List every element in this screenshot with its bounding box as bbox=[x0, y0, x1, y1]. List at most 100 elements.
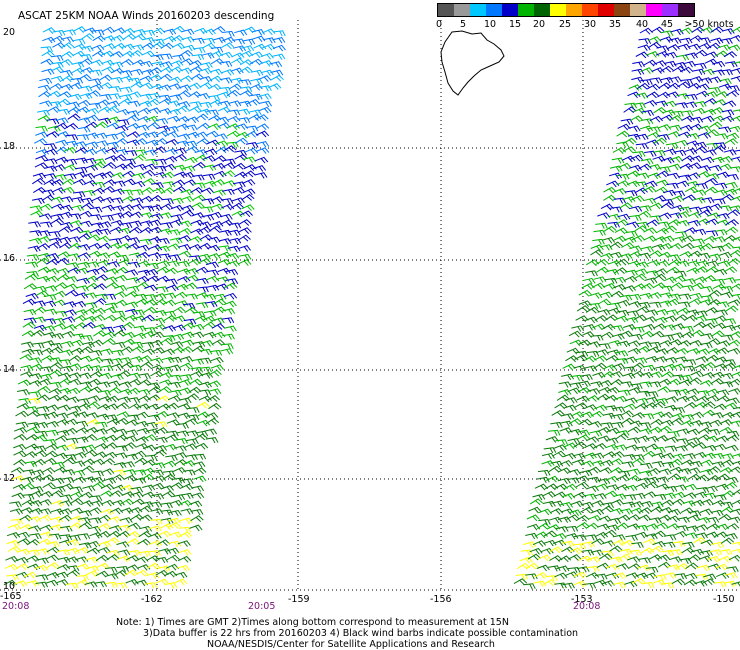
wind-barb bbox=[75, 446, 88, 453]
wind-barb bbox=[153, 449, 167, 457]
wind-barb bbox=[49, 361, 63, 369]
wind-barb bbox=[106, 537, 120, 544]
wind-barb bbox=[239, 210, 253, 218]
wind-barb bbox=[669, 458, 683, 466]
wind-barb bbox=[635, 261, 649, 268]
wind-barb bbox=[610, 370, 624, 378]
wind-barb bbox=[714, 182, 728, 189]
wind-barb bbox=[151, 27, 166, 35]
wind-barb bbox=[626, 310, 640, 317]
wind-barb bbox=[730, 411, 740, 419]
wind-barb bbox=[631, 362, 645, 370]
wind-barb bbox=[15, 571, 29, 579]
wind-barb bbox=[658, 339, 673, 347]
wind-barb bbox=[613, 188, 627, 195]
wind-barb bbox=[672, 190, 686, 197]
wind-barb bbox=[76, 106, 90, 114]
wind-barb bbox=[121, 195, 136, 203]
wind-barb bbox=[34, 138, 48, 146]
wind-barb bbox=[616, 141, 630, 148]
wind-barb bbox=[558, 389, 572, 396]
wind-barb bbox=[202, 28, 216, 36]
wind-barb bbox=[13, 443, 27, 451]
wind-barb bbox=[672, 363, 686, 371]
wind-barb bbox=[707, 555, 721, 563]
wind-barb bbox=[20, 341, 34, 348]
wind-barb bbox=[258, 93, 272, 100]
lat-label: 12 bbox=[3, 473, 16, 484]
wind-barb bbox=[179, 49, 193, 57]
wind-barb bbox=[716, 572, 730, 580]
wind-barb bbox=[693, 145, 708, 153]
wind-barb bbox=[120, 189, 134, 196]
wind-barb bbox=[185, 145, 200, 153]
wind-barb bbox=[577, 386, 592, 394]
wind-barb bbox=[52, 29, 66, 37]
wind-barb bbox=[88, 102, 102, 109]
wind-barb bbox=[635, 446, 648, 453]
wind-barb bbox=[658, 82, 672, 90]
wind-barb bbox=[223, 300, 237, 308]
wind-barb bbox=[180, 204, 195, 212]
wind-barb bbox=[584, 442, 598, 450]
wind-barb bbox=[106, 418, 120, 426]
wind-barb bbox=[239, 66, 253, 74]
wind-barb bbox=[31, 469, 45, 476]
wind-barb bbox=[199, 357, 212, 364]
wind-barb bbox=[542, 579, 557, 587]
wind-barb bbox=[28, 379, 42, 387]
wind-barb bbox=[239, 89, 253, 97]
wind-swath-east bbox=[513, 26, 740, 590]
wind-barb bbox=[57, 404, 71, 412]
wind-barb bbox=[243, 164, 257, 171]
wind-barb bbox=[661, 582, 675, 589]
wind-barb bbox=[593, 362, 607, 370]
wind-barb bbox=[95, 147, 109, 155]
wind-barb bbox=[98, 221, 112, 228]
wind-barb bbox=[88, 525, 102, 533]
wind-barb bbox=[703, 573, 717, 581]
wind-barb bbox=[27, 410, 41, 418]
wind-barb bbox=[706, 394, 720, 402]
wind-barb bbox=[725, 476, 739, 484]
wind-barb bbox=[712, 322, 727, 330]
wind-barb bbox=[171, 346, 185, 354]
wind-barb bbox=[610, 466, 624, 474]
wind-barb bbox=[118, 98, 133, 106]
wind-barb bbox=[617, 213, 631, 221]
wind-barb bbox=[33, 445, 47, 452]
wind-barb bbox=[627, 387, 642, 394]
wind-barb bbox=[242, 188, 256, 196]
wind-barb bbox=[46, 546, 60, 554]
wind-barb bbox=[121, 50, 135, 58]
wind-barb bbox=[101, 214, 114, 221]
wind-barb bbox=[711, 461, 725, 468]
wind-barb bbox=[96, 259, 111, 267]
wind-barb bbox=[56, 257, 70, 265]
wind-barb bbox=[660, 201, 675, 209]
wind-barb bbox=[127, 277, 141, 284]
wind-barb bbox=[562, 582, 575, 589]
wind-barb bbox=[186, 414, 200, 421]
wind-barb bbox=[167, 100, 181, 107]
wind-barb bbox=[656, 260, 670, 267]
wind-barb bbox=[613, 572, 627, 579]
wind-barb bbox=[724, 572, 738, 579]
wind-barb bbox=[210, 203, 225, 211]
wind-barb bbox=[74, 147, 89, 154]
wind-barb bbox=[164, 278, 178, 285]
wind-barb bbox=[252, 35, 266, 43]
wind-barb bbox=[559, 459, 573, 467]
wind-barb bbox=[119, 70, 133, 77]
wind-barb bbox=[58, 225, 72, 233]
wind-barb bbox=[61, 477, 75, 484]
wind-barb bbox=[57, 251, 71, 258]
wind-barb bbox=[725, 523, 740, 530]
wind-barb bbox=[83, 307, 97, 315]
wind-barb bbox=[707, 465, 721, 473]
wind-barb bbox=[615, 315, 629, 323]
wind-barb bbox=[80, 335, 94, 342]
scale-swatch bbox=[518, 4, 534, 16]
wind-barb bbox=[81, 33, 95, 40]
wind-barb bbox=[219, 60, 233, 68]
